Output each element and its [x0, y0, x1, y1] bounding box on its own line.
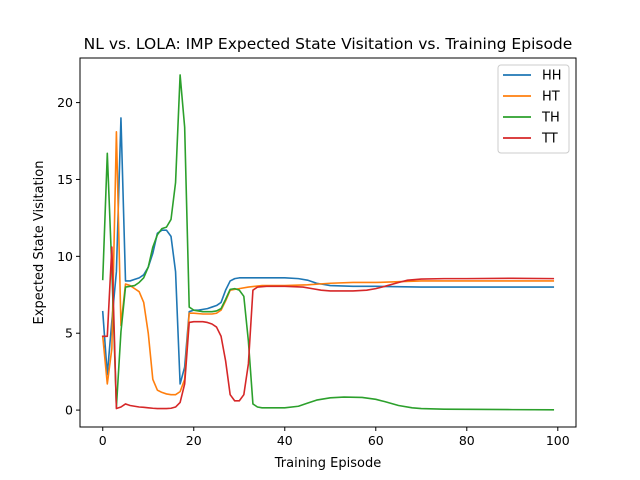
y-axis: 0 5 10 15 20: [57, 95, 80, 418]
series-line-tt: [101, 246, 555, 410]
x-tick-label: 20: [186, 433, 202, 448]
series-line-ht: [101, 131, 555, 396]
x-tick-label: 60: [368, 433, 384, 448]
chart-title: NL vs. LOLA: IMP Expected State Visitati…: [84, 35, 573, 53]
x-axis-label: Training Episode: [274, 456, 381, 471]
legend-label-ht: HT: [542, 90, 560, 105]
legend: HH HT TH TT: [497, 64, 570, 154]
y-tick-label: 15: [57, 172, 73, 187]
legend-label-th: TH: [541, 111, 560, 126]
series-line-hh: [101, 117, 555, 385]
y-tick-label: 20: [57, 95, 73, 110]
series-line-th: [101, 74, 555, 411]
x-tick-label: 40: [277, 433, 293, 448]
legend-label-hh: HH: [542, 69, 562, 84]
x-axis: 0 20 40 60 80 100: [99, 427, 570, 448]
x-tick-label: 0: [99, 433, 107, 448]
x-tick-label: 100: [546, 433, 570, 448]
x-tick-label: 80: [459, 433, 475, 448]
y-axis-label: Expected State Visitation: [32, 161, 47, 325]
y-tick-label: 5: [65, 326, 73, 341]
plot-area-frame: [79, 57, 577, 428]
legend-box: [497, 64, 570, 154]
series-layer: [101, 74, 555, 411]
y-tick-label: 10: [57, 249, 73, 264]
y-tick-label: 0: [65, 403, 73, 418]
legend-label-tt: TT: [541, 132, 558, 147]
